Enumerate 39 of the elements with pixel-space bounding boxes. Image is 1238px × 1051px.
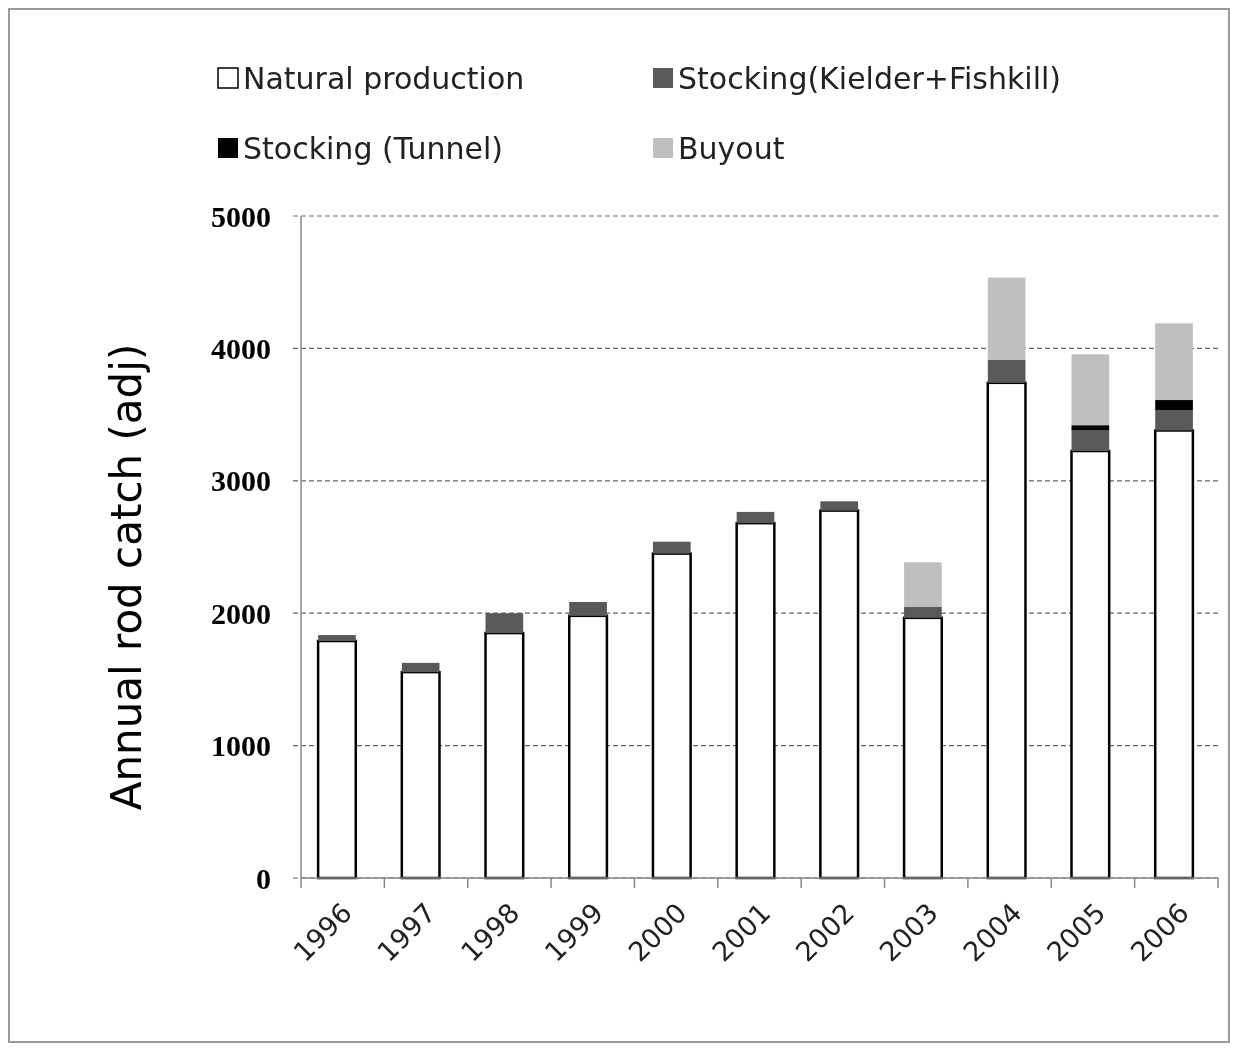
bar [987,277,1026,360]
y-tick-label: 5000 [211,199,271,233]
bar [1153,429,1195,880]
bar [987,359,1026,383]
bar [400,670,441,880]
bar [1071,354,1110,426]
bar [316,639,358,880]
y-tick-label: 0 [256,861,271,895]
bar [904,606,942,618]
bar [820,501,859,511]
bar [401,662,440,673]
legend-label: Buyout [678,130,785,166]
bar [1155,323,1193,401]
legend-label: Natural production [243,60,525,96]
bar [567,614,609,880]
bar [318,635,356,641]
bar [1070,449,1111,880]
bar [1071,425,1110,431]
legend-label: Stocking (Tunnel) [243,130,503,166]
bar [1071,430,1110,452]
y-axis-title: Annual rod catch (adj) [101,343,151,811]
bar [651,552,692,880]
bar [484,631,525,880]
bar [902,616,944,880]
bar [819,509,860,880]
y-tick-label: 4000 [211,331,271,365]
bar [904,562,942,607]
bar [1155,409,1193,431]
bar [735,521,776,880]
bar [569,601,607,616]
y-tick-label: 3000 [211,464,271,498]
bar [1155,400,1193,410]
legend-label: Stocking(Kielder+Fishkill) [678,60,1062,96]
bar [652,541,691,554]
bar [485,613,524,634]
y-tick-label: 2000 [211,596,271,630]
bar [986,381,1027,880]
bar [736,511,775,524]
y-tick-label: 1000 [211,729,271,763]
